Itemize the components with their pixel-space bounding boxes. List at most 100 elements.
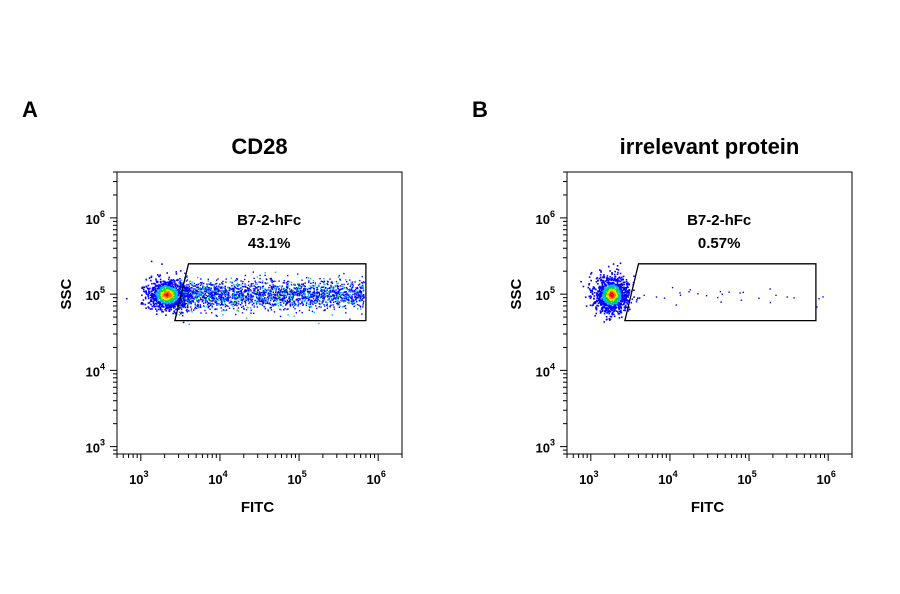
event-dot [354, 281, 356, 283]
panel-letter: B [472, 97, 488, 122]
event-dot [602, 306, 604, 309]
event-dot [158, 284, 160, 286]
event-dot [156, 298, 159, 300]
event-dot [212, 290, 214, 292]
event-dot [256, 283, 258, 285]
event-dot [204, 293, 206, 295]
event-dot [332, 286, 334, 288]
event-dot [617, 306, 620, 309]
event-dot [164, 298, 166, 301]
event-dot [337, 298, 339, 300]
event-dot [623, 298, 626, 300]
event-dot [232, 284, 235, 286]
event-dot [245, 297, 247, 300]
event-dot [219, 304, 222, 306]
event-dot [609, 284, 612, 287]
event-dot [234, 296, 236, 298]
event-dot [268, 294, 270, 296]
event-dot [189, 302, 191, 304]
event-dot [209, 289, 212, 291]
event-dot [173, 310, 175, 312]
event-dot [621, 298, 623, 300]
event-dot [288, 288, 291, 290]
event-dot [159, 295, 161, 297]
event-dot [308, 303, 310, 305]
event-dot [351, 297, 354, 299]
event-dot [208, 302, 210, 305]
event-dot [227, 298, 229, 301]
event-dot [174, 306, 176, 308]
event-dot [613, 291, 616, 293]
event-dot [608, 305, 610, 308]
event-dot [187, 287, 189, 290]
event-dot [610, 279, 613, 282]
event-dot [588, 276, 591, 278]
event-dot [157, 299, 159, 301]
event-dot [160, 294, 163, 297]
event-dot [343, 305, 345, 308]
event-dot [603, 287, 606, 289]
event-dot [283, 282, 285, 284]
event-dot [194, 292, 197, 294]
event-dot [160, 288, 163, 291]
event-dot [603, 282, 606, 284]
event-dot [318, 322, 320, 325]
event-dot [621, 316, 623, 318]
event-dot [207, 307, 209, 309]
event-dot [300, 292, 303, 294]
event-dot [219, 286, 221, 289]
event-dot [337, 297, 340, 299]
event-dot [339, 305, 341, 307]
event-dot [236, 302, 239, 304]
event-dot [293, 302, 295, 305]
event-dot [170, 280, 172, 282]
event-dot [174, 297, 177, 299]
event-dot [201, 288, 204, 290]
event-dot [600, 271, 602, 273]
event-dot [272, 300, 275, 302]
event-dot [192, 301, 195, 303]
event-dot [289, 304, 291, 306]
event-dot [164, 281, 166, 284]
event-dot [302, 297, 304, 299]
event-dot [230, 304, 232, 306]
event-dot [593, 286, 595, 289]
event-dot [152, 301, 155, 304]
event-dot [241, 292, 243, 294]
event-dot [334, 286, 336, 288]
event-dot [592, 303, 595, 305]
event-dot [200, 306, 202, 309]
event-dot [603, 298, 605, 300]
event-dot [304, 299, 306, 301]
event-dot [281, 299, 283, 302]
event-dot [621, 295, 623, 297]
event-dot [240, 293, 242, 296]
event-dot [325, 301, 327, 303]
event-dot [604, 290, 607, 293]
event-dot [217, 291, 219, 293]
event-dot [338, 292, 340, 294]
event-dot [172, 300, 175, 303]
event-dot [594, 302, 597, 305]
event-dot [143, 290, 145, 292]
event-dot [244, 285, 247, 287]
event-dot [205, 287, 207, 289]
event-dot [155, 290, 157, 292]
event-dot [161, 286, 164, 289]
event-dot [611, 306, 613, 308]
event-dot [609, 305, 611, 308]
event-dot [167, 303, 170, 305]
event-dot [329, 292, 332, 294]
event-dot [347, 295, 349, 298]
event-dot [213, 283, 215, 286]
event-dot [285, 288, 287, 291]
event-dot [226, 304, 228, 307]
event-dot [599, 285, 601, 288]
event-dot [266, 297, 268, 299]
event-dot [215, 314, 217, 317]
event-dot [318, 306, 320, 308]
event-dot [608, 307, 610, 309]
event-dot [285, 291, 287, 294]
event-dot [338, 288, 340, 291]
event-dot [155, 278, 157, 280]
